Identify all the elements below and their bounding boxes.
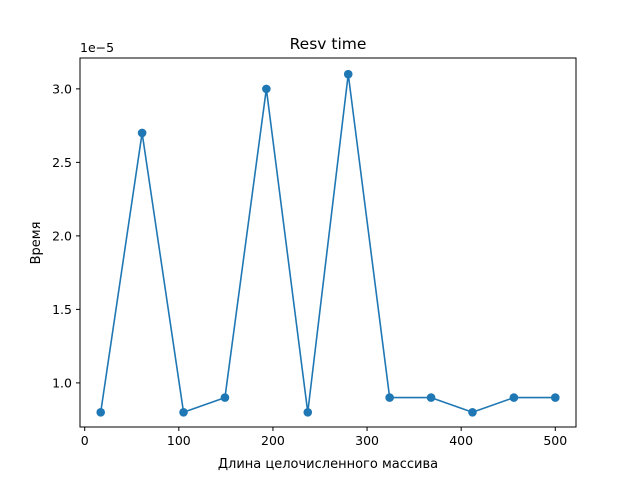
series-line [99, 73, 556, 414]
x-tick-label: 500 [543, 433, 567, 448]
data-point [220, 393, 230, 402]
y-axis: 1.0 1.5 2.0 2.5 3.0 [52, 81, 80, 390]
y-tick-label: 2.0 [52, 228, 72, 243]
y-tick-label: 1.0 [52, 375, 72, 390]
x-tick-label: 200 [261, 433, 285, 448]
x-axis: 0 100 200 300 400 500 [81, 427, 567, 448]
x-tick-label: 0 [81, 433, 89, 448]
y-tick-label: 1.5 [52, 302, 72, 317]
data-point [179, 407, 188, 417]
x-axis-label: Длина целочисленного массива [218, 457, 438, 472]
data-point [509, 393, 519, 402]
data-point [426, 393, 436, 402]
plot-area [96, 69, 560, 417]
y-tick-label: 3.0 [52, 81, 72, 96]
data-point [550, 393, 560, 402]
x-tick-label: 100 [167, 433, 191, 448]
data-point [343, 69, 353, 79]
chart-title: Resv time [290, 35, 367, 53]
data-point [303, 407, 313, 417]
y-scale-offset-label: 1e−5 [80, 40, 114, 55]
data-point [262, 84, 271, 94]
y-tick-label: 2.5 [52, 155, 72, 170]
data-point [385, 393, 394, 402]
y-axis-label: Время [29, 222, 44, 265]
data-point [468, 407, 477, 417]
axes-frame [79, 57, 577, 428]
data-point [137, 128, 147, 138]
x-tick-label: 400 [449, 433, 473, 448]
data-point [96, 407, 106, 417]
x-tick-label: 300 [355, 433, 379, 448]
